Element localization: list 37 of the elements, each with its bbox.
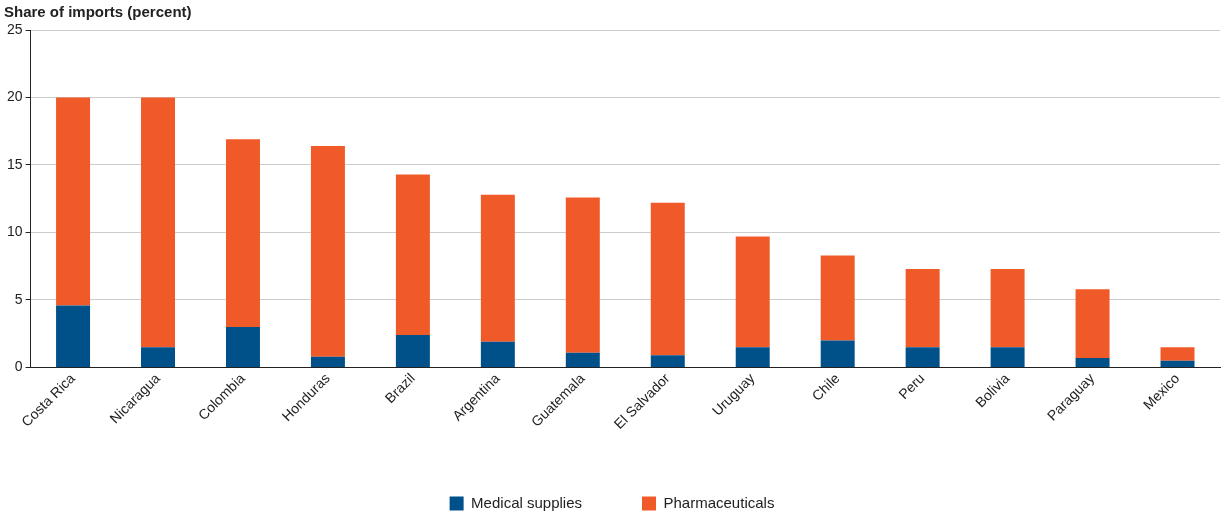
bar xyxy=(1160,360,1195,367)
bar xyxy=(990,347,1025,367)
bar xyxy=(990,268,1025,348)
y-tick-label: 25 xyxy=(6,20,23,37)
legend-label: Medical supplies xyxy=(471,493,583,511)
bar xyxy=(56,97,91,306)
bar xyxy=(820,255,855,341)
y-axis-title: Share of imports (percent) xyxy=(4,3,192,21)
bar xyxy=(565,352,600,367)
bar xyxy=(56,305,91,367)
y-tick-label: 20 xyxy=(6,88,23,105)
bar xyxy=(141,97,175,348)
y-tick-label: 5 xyxy=(14,290,23,307)
bar xyxy=(1075,358,1110,367)
bar xyxy=(565,197,600,353)
bar xyxy=(735,347,770,367)
bar xyxy=(1160,347,1195,361)
bar xyxy=(480,194,515,342)
y-tick-label: 10 xyxy=(6,223,23,240)
y-tick-label: 0 xyxy=(14,358,23,375)
bar xyxy=(1075,289,1110,359)
bar xyxy=(310,146,345,357)
bar xyxy=(225,327,260,367)
y-tick-label: 15 xyxy=(6,155,23,172)
bar xyxy=(905,347,940,367)
legend-label: Pharmaceuticals xyxy=(663,493,775,511)
bar xyxy=(905,268,940,348)
bar xyxy=(395,335,430,367)
bar xyxy=(650,355,685,367)
bar xyxy=(820,340,855,367)
bar xyxy=(225,139,260,327)
bar xyxy=(735,236,770,348)
bar xyxy=(650,202,685,356)
bar xyxy=(395,174,430,336)
bar xyxy=(310,356,345,367)
bar xyxy=(141,347,175,367)
bar xyxy=(480,341,515,367)
